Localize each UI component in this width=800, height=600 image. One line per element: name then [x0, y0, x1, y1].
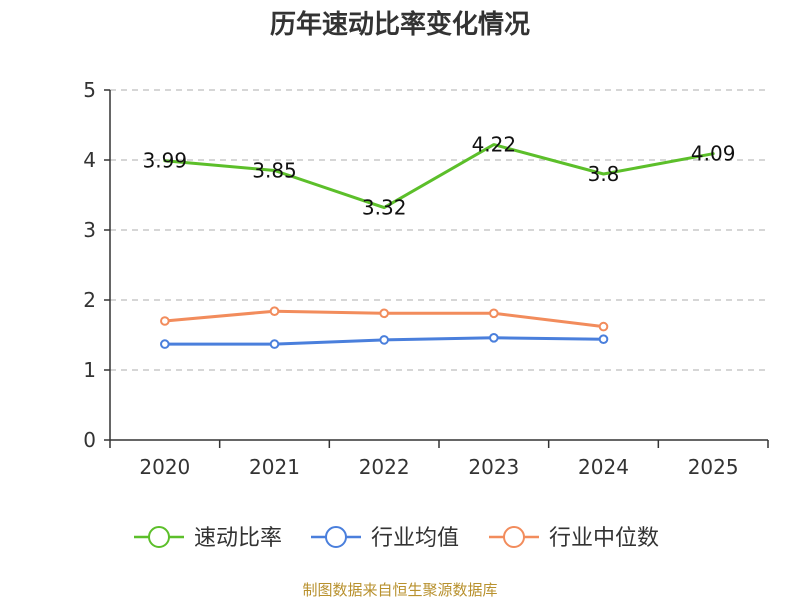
legend-marker — [503, 526, 525, 548]
series-point — [379, 335, 389, 345]
x-tick-label: 2020 — [139, 455, 190, 479]
series-point — [598, 334, 609, 345]
axes: 0 1 2 3 4 5 2020 2021 2022 2023 2024 2025 — [83, 78, 769, 479]
series-point — [379, 308, 389, 319]
legend-marker — [148, 526, 170, 548]
x-tick-label: 2023 — [468, 455, 519, 479]
legend-item-0[interactable]: 速动比率 — [134, 526, 282, 551]
source-note: 制图数据来自恒生聚源数据库 — [302, 581, 497, 599]
data-label: 4.09 — [691, 142, 736, 166]
series-group — [160, 143, 715, 349]
series-point — [269, 306, 280, 317]
data-label: 3.99 — [143, 149, 188, 173]
data-label: 4.22 — [472, 133, 517, 157]
data-labels: 3.99 3.85 3.32 4.22 3.8 4.09 — [143, 133, 736, 220]
y-tick-label: 4 — [83, 148, 96, 172]
series-point — [160, 339, 170, 349]
chart-title: 历年速动比率变化情况 — [270, 9, 530, 40]
series-line-0 — [163, 143, 715, 210]
y-tick-label: 5 — [83, 78, 96, 102]
y-tick-label: 2 — [83, 288, 96, 312]
series-point — [160, 316, 170, 326]
series-point — [269, 339, 280, 349]
legend-item-2[interactable]: 行业中位数 — [489, 526, 659, 551]
gridlines — [110, 89, 768, 371]
data-label: 3.32 — [362, 196, 407, 220]
legend-label: 速动比率 — [194, 526, 282, 551]
series-point — [598, 321, 609, 332]
y-tick-label: 3 — [83, 218, 96, 242]
x-tick-label: 2022 — [359, 455, 410, 479]
data-label: 3.85 — [252, 159, 297, 183]
x-tick-label: 2021 — [249, 455, 300, 479]
x-tick-label: 2025 — [688, 455, 739, 479]
data-label: 3.8 — [588, 162, 620, 186]
series-point — [489, 333, 499, 343]
series-point — [489, 308, 499, 319]
y-tick-label: 0 — [83, 428, 96, 452]
legend[interactable]: 速动比率 行业均值 行业中位数 — [134, 526, 659, 551]
legend-label: 行业中位数 — [549, 526, 659, 551]
legend-label: 行业均值 — [371, 526, 459, 551]
y-tick-label: 1 — [83, 358, 96, 382]
legend-item-1[interactable]: 行业均值 — [311, 526, 459, 551]
x-tick-label: 2024 — [578, 455, 629, 479]
legend-marker — [325, 526, 347, 548]
